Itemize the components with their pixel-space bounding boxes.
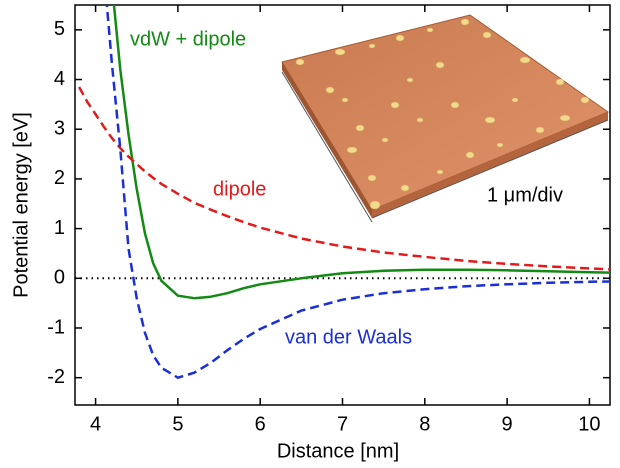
y-tick-label: -2 (47, 366, 65, 388)
x-tick-label: 9 (502, 413, 513, 435)
y-axis-label: Potential energy [eV] (10, 112, 32, 298)
x-tick-label: 5 (172, 413, 183, 435)
y-tick-label: 2 (54, 167, 65, 189)
x-tick-label: 4 (90, 413, 101, 435)
x-tick-label: 7 (337, 413, 348, 435)
inset-label: 1 μm/div (487, 184, 563, 206)
chart: Distance [nm] Potential energy [eV] 4 5 6 7… (0, 0, 620, 468)
y-tick-label: 3 (54, 118, 65, 140)
y-tick-label: 0 (54, 267, 65, 289)
x-tick-label: 10 (578, 413, 600, 435)
y-tick-label: -1 (47, 316, 65, 338)
x-tick-label: 8 (419, 413, 430, 435)
series-label: vdW + dipole (130, 28, 246, 50)
y-tick-label: 5 (54, 18, 65, 40)
x-axis-label: Distance [nm] (277, 440, 399, 462)
inset-image: 1 μm/div (282, 15, 608, 222)
x-tick-label: 6 (255, 413, 266, 435)
y-tick-label: 1 (54, 217, 65, 239)
series-label: dipole (213, 178, 266, 200)
series-label: van der Waals (285, 326, 412, 348)
y-tick-label: 4 (54, 68, 65, 90)
